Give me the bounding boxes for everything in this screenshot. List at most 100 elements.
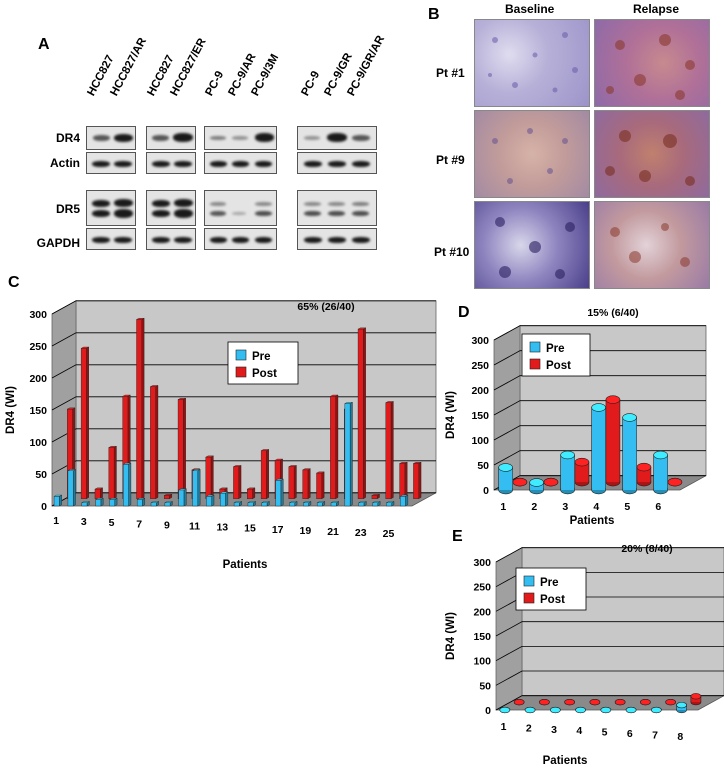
chart-legend: Pre Post <box>227 341 299 385</box>
blot-strip <box>204 190 277 226</box>
bar-pre <box>560 450 575 495</box>
y-tick-label: 150 <box>29 405 47 417</box>
y-tick-label: 150 <box>471 410 489 422</box>
x-axis-label: Patients <box>223 559 268 571</box>
bar-post <box>574 457 590 487</box>
ihc-image-relapse-pt9 <box>594 110 710 198</box>
gridline <box>51 396 436 411</box>
x-tick-label: 5 <box>624 501 630 513</box>
x-tick-label: 19 <box>300 525 312 537</box>
bar-pre <box>192 469 201 507</box>
gridline <box>493 350 706 366</box>
bar-pre <box>386 501 395 507</box>
bar-pre <box>575 706 586 714</box>
bar-pre <box>220 491 229 507</box>
chart-legend: Pre Post <box>515 567 587 611</box>
y-tick-label: 100 <box>473 656 491 668</box>
bar-pre <box>303 501 312 507</box>
x-tick-label: 6 <box>655 501 661 513</box>
panel-letter-a: A <box>38 36 50 53</box>
blot-strip <box>146 152 196 174</box>
bar-pre <box>316 501 325 507</box>
bar-post <box>589 699 601 706</box>
bar-post <box>665 699 676 706</box>
y-tick-label: 100 <box>29 437 47 449</box>
y-tick-label: 0 <box>485 705 491 717</box>
chart-legend: Pre Post <box>521 333 591 377</box>
ihc-image-baseline-pt10 <box>474 201 590 289</box>
bar-post <box>205 455 214 500</box>
bar-pre <box>247 501 256 507</box>
y-tick-label: 300 <box>29 309 47 321</box>
chart-annotation: 15% (6/40) <box>587 307 638 319</box>
bar-pre <box>529 478 544 495</box>
y-tick-label: 50 <box>477 460 489 472</box>
blot-strip <box>297 190 377 226</box>
ihc-image-baseline-pt9 <box>474 110 590 198</box>
x-tick-label: 2 <box>526 722 532 734</box>
gridline <box>493 400 706 416</box>
bar-post <box>80 346 89 500</box>
bar-pre <box>233 501 242 507</box>
bar-post <box>614 699 626 706</box>
bar-pre <box>400 494 409 507</box>
legend-swatch-post <box>529 358 541 370</box>
y-tick-label: 50 <box>479 680 491 692</box>
bar-post <box>543 477 559 487</box>
x-tick-label: 7 <box>136 518 142 530</box>
legend-swatch-pre <box>235 349 247 361</box>
gridline <box>493 450 706 466</box>
ihc-patient-label: Pt #10 <box>434 245 470 259</box>
blot-strip <box>297 152 377 174</box>
chart-e: 0 50 100 150 200 250 300 DR4 (WI) 1 2 3 4 5 6 7 8 Patien… <box>445 543 724 767</box>
blot-strip <box>146 126 196 150</box>
legend-label-pre: Pre <box>252 351 271 363</box>
x-tick-label: 3 <box>551 724 557 736</box>
chart-annotation: 65% (26/40) <box>297 301 354 313</box>
bar-pre <box>150 501 159 507</box>
y-tick-label: 0 <box>483 485 489 497</box>
legend-swatch-post <box>523 592 535 604</box>
y-tick-label: 50 <box>35 469 47 481</box>
blot-strip <box>86 152 136 174</box>
x-tick-label: 4 <box>576 725 582 737</box>
bar-pre <box>95 497 104 507</box>
bar-pre <box>344 401 353 507</box>
bar-post <box>330 394 339 500</box>
legend-label-pre: Pre <box>546 343 565 355</box>
blot-strip <box>204 126 277 150</box>
panel-letter-d: D <box>458 304 470 321</box>
bar-post <box>371 493 380 500</box>
blot-strip <box>297 126 377 150</box>
bar-post <box>150 385 159 500</box>
blot-strip <box>86 228 136 250</box>
bar-post <box>108 445 117 500</box>
ihc-image-relapse-pt10 <box>594 201 710 289</box>
legend-swatch-pre <box>523 575 535 587</box>
bar-pre <box>676 701 687 714</box>
x-tick-label: 17 <box>272 524 284 536</box>
x-tick-label: 11 <box>189 521 200 533</box>
x-tick-label: 2 <box>531 501 537 513</box>
bar-pre <box>81 501 90 507</box>
bar-post <box>690 693 702 706</box>
x-tick-label: 5 <box>109 517 115 529</box>
bar-post <box>385 401 394 500</box>
x-tick-label: 23 <box>355 527 367 539</box>
blot-row-label-actin: Actin <box>50 156 80 170</box>
panel-letter-c: C <box>8 274 20 291</box>
y-tick-label: 300 <box>471 335 489 347</box>
panel-letter-b: B <box>428 6 440 23</box>
bar-post <box>636 462 652 487</box>
gridline <box>51 364 436 379</box>
bar-pre <box>67 469 76 507</box>
gridline <box>495 670 724 686</box>
y-axis-label: DR4 (WI) <box>445 391 457 439</box>
bar-pre <box>549 706 561 714</box>
bar-pre <box>499 706 511 714</box>
bar-post <box>177 397 186 500</box>
legend-label-post: Post <box>540 594 565 606</box>
chart-annotation: 20% (8/40) <box>621 543 672 555</box>
bar-post <box>316 471 325 500</box>
